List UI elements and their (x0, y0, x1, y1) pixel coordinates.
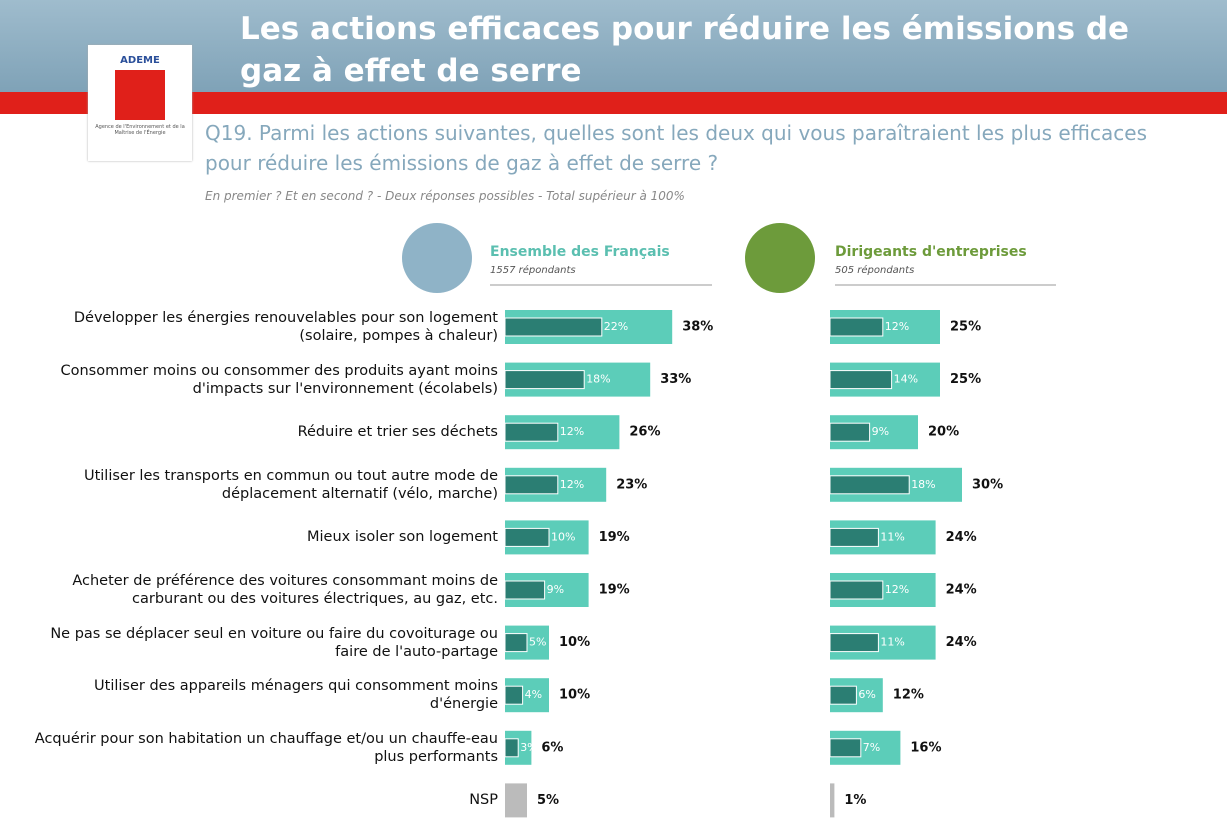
value-label: 10% (559, 688, 590, 703)
value-label: 19% (599, 530, 630, 545)
value-label: 10% (559, 635, 590, 650)
value-label: 12% (893, 688, 924, 703)
value-label: 19% (599, 583, 630, 598)
first-bar (829, 370, 893, 390)
value-label: 26% (629, 425, 660, 440)
total-bar (830, 783, 835, 818)
value-label: 25% (950, 320, 981, 335)
legend-name: Dirigeants d'entreprises (835, 244, 1027, 260)
first-label: 3% (520, 741, 537, 754)
first-bar (504, 527, 550, 547)
first-bar (504, 317, 603, 337)
first-label: 9% (872, 425, 889, 438)
first-bar (829, 317, 884, 337)
respondents: 505 répondants (835, 264, 914, 276)
logo-square (115, 70, 165, 120)
category-label: Consommer moins ou consommer des produit… (60, 362, 499, 397)
value-label: 20% (928, 425, 959, 440)
first-bar (829, 685, 857, 705)
category-label: NSP (469, 792, 498, 809)
category-label: Ne pas se déplacer seul en voiture ou fa… (50, 625, 498, 660)
first-label: 12% (885, 320, 909, 333)
first-bar (829, 422, 871, 442)
first-bar (829, 475, 910, 495)
first-label: 18% (586, 373, 610, 386)
logo-text: ADEME (120, 55, 160, 66)
first-bar (829, 527, 879, 547)
value-label: 16% (910, 740, 941, 755)
category-label: Développer les énergies renouvelables po… (73, 310, 498, 344)
first-bar (829, 738, 862, 758)
logo: ADEME Agence de l'Environnement et de la… (88, 45, 192, 161)
first-label: 10% (551, 530, 575, 543)
first-bar (504, 633, 528, 653)
first-bar (829, 580, 884, 600)
first-label: 12% (885, 583, 909, 596)
first-bar (504, 738, 519, 758)
first-label: 5% (529, 636, 546, 649)
first-label: 9% (547, 583, 564, 596)
first-bar (829, 633, 879, 653)
subtitle: Q19. Parmi les actions suivantes, quelle… (205, 121, 1147, 175)
header-band (0, 0, 1227, 92)
first-label: 4% (525, 688, 542, 701)
value-label: 24% (946, 635, 977, 650)
first-bar (504, 685, 524, 705)
total-bar (505, 783, 527, 818)
category-label: Utiliser des appareils ménagers qui cons… (94, 678, 498, 713)
first-label: 7% (863, 741, 880, 754)
value-label: 25% (950, 372, 981, 387)
first-label: 12% (560, 478, 584, 491)
note: En premier ? Et en second ? - Deux répon… (205, 189, 685, 203)
first-bar (504, 475, 559, 495)
category-label: Réduire et trier ses déchets (297, 424, 498, 441)
category-label: Acquérir pour son habitation un chauffag… (34, 730, 498, 765)
first-label: 18% (911, 478, 935, 491)
red-stripe (0, 92, 1227, 114)
legend-name: Ensemble des Français (490, 244, 670, 260)
first-label: 11% (880, 636, 904, 649)
value-label: 24% (946, 530, 977, 545)
value-label: 6% (541, 740, 563, 755)
first-label: 12% (560, 425, 584, 438)
first-bar (504, 370, 585, 390)
value-label: 24% (946, 583, 977, 598)
category-label: Mieux isoler son logement (307, 529, 498, 546)
value-label: 5% (537, 793, 559, 808)
first-bar (504, 580, 546, 600)
first-label: 11% (880, 530, 904, 543)
title: Les actions efficaces pour réduire les é… (240, 11, 1130, 89)
panel-icon (745, 223, 815, 293)
first-label: 6% (858, 688, 875, 701)
value-label: 38% (682, 320, 713, 335)
logo-caption: Agence de l'Environnement et de la Maîtr… (95, 124, 185, 136)
value-label: 1% (844, 793, 866, 808)
category-label: Acheter de préférence des voitures conso… (72, 573, 498, 607)
first-bar (504, 422, 559, 442)
value-label: 23% (616, 477, 647, 492)
category-label: Utiliser les transports en commun ou tou… (83, 467, 498, 502)
value-label: 30% (972, 477, 1003, 492)
first-label: 22% (604, 320, 628, 333)
first-label: 14% (894, 373, 918, 386)
value-label: 33% (660, 372, 691, 387)
panel-icon (402, 223, 472, 293)
respondents: 1557 répondants (490, 264, 576, 276)
